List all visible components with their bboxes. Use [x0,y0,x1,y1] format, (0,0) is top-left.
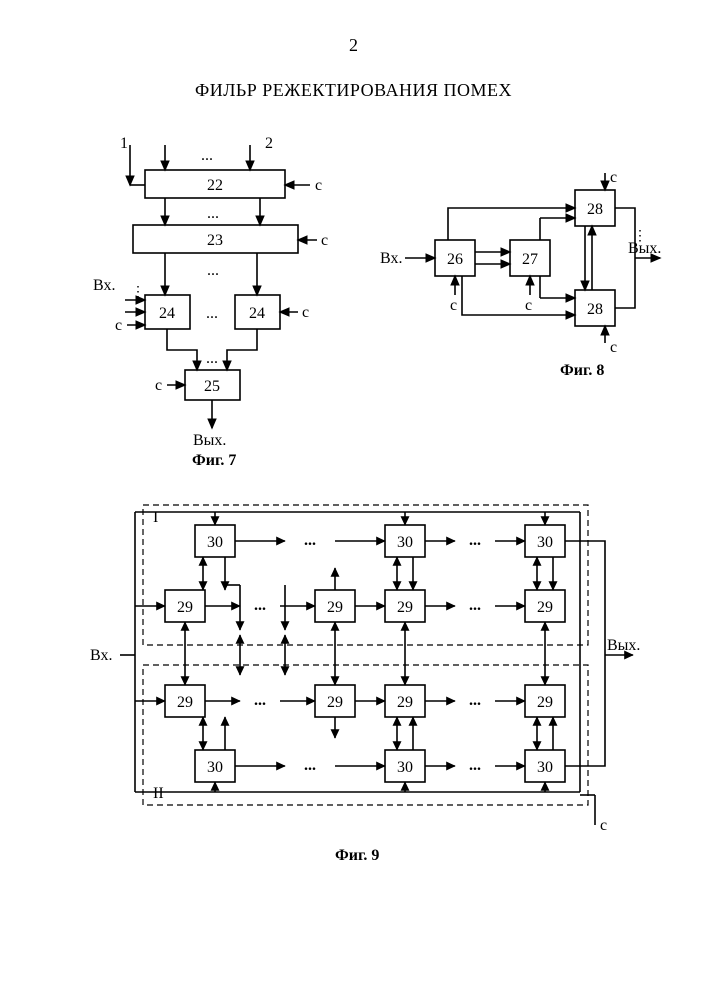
fig9-dots-t30a: ... [304,532,316,549]
figure-9: I II 30 30 30 ... ... 29 29 29 29 ... ..… [85,490,645,910]
fig8-c-3: c [610,170,617,186]
fig9-b30-2: 30 [397,759,413,776]
fig9-caption: Фиг. 9 [335,847,379,864]
fig7-c-2: c [321,232,328,249]
fig9-b29-4: 29 [537,694,553,711]
fig7-c-5: c [155,377,162,394]
block-24a-label: 24 [159,305,175,322]
block-22-label: 22 [207,177,223,194]
fig7-dots-3: ... [206,305,218,322]
fig9-vh: Вх. [90,647,112,664]
fig9-t29-3: 29 [397,599,413,616]
fig8-c-2: c [525,297,532,314]
fig7-input-1: 1 [120,135,128,152]
fig9-t30-3: 30 [537,534,553,551]
fig9-vyh: Вых. [607,637,640,654]
fig9-dots-t30b: ... [469,532,481,549]
page: 2 ФИЛЬР РЕЖЕКТИРОВАНИЯ ПОМЕХ 22 1 ... 2 … [0,0,707,1000]
fig9-dots-b30a: ... [304,757,316,774]
page-title: ФИЛЬР РЕЖЕКТИРОВАНИЯ ПОМЕХ [0,80,707,101]
fig9-group-2: II [153,785,164,802]
fig7-vh: Вх. [93,277,115,294]
block-28b-label: 28 [587,301,603,318]
fig7-dots-2: ... [207,205,219,222]
fig7-dots-1: ... [201,147,213,164]
fig8-c-1: c [450,297,457,314]
block-23-label: 23 [207,232,223,249]
fig8-vh: Вх. [380,250,402,267]
fig9-b30-1: 30 [207,759,223,776]
block-28a-label: 28 [587,201,603,218]
fig8-c-4: c [610,339,617,356]
fig8-dots: ⋮ [633,229,647,244]
fig9-dots-b29b: ... [469,692,481,709]
fig9-b29-3: 29 [397,694,413,711]
fig7-dots-2b: ... [207,262,219,279]
fig9-b29-1: 29 [177,694,193,711]
fig9-dots-b30b: ... [469,757,481,774]
figure-7: 22 1 ... 2 c 23 ... c 24 24 ... ... Вх. [85,130,345,470]
page-number: 2 [0,35,707,56]
fig7-vh-dots: ⋮ [131,285,145,300]
fig7-caption: Фиг. 7 [192,452,236,469]
fig7-vyh: Вых. [193,432,226,449]
block-27-label: 27 [522,251,538,268]
fig9-t30-1: 30 [207,534,223,551]
fig9-dots-b29a: ... [254,692,266,709]
fig7-dots-4: ... [206,350,218,367]
fig7-input-2: 2 [265,135,273,152]
figure-8: 26 27 28 28 Вх. c c [380,170,670,400]
fig7-c-3: c [115,317,122,334]
fig9-t29-2: 29 [327,599,343,616]
fig9-b30-3: 30 [537,759,553,776]
fig8-caption: Фиг. 8 [560,362,604,379]
fig9-t30-2: 30 [397,534,413,551]
fig9-t29-1: 29 [177,599,193,616]
fig9-dots-t29a: ... [254,597,266,614]
fig7-c-4: c [302,304,309,321]
block-24b-label: 24 [249,305,265,322]
fig9-c: c [600,817,607,834]
fig7-c-1: c [315,177,322,194]
fig9-t29-4: 29 [537,599,553,616]
fig9-b29-2: 29 [327,694,343,711]
fig9-dots-t29b: ... [469,597,481,614]
block-25-label: 25 [204,378,220,395]
block-26-label: 26 [447,251,463,268]
